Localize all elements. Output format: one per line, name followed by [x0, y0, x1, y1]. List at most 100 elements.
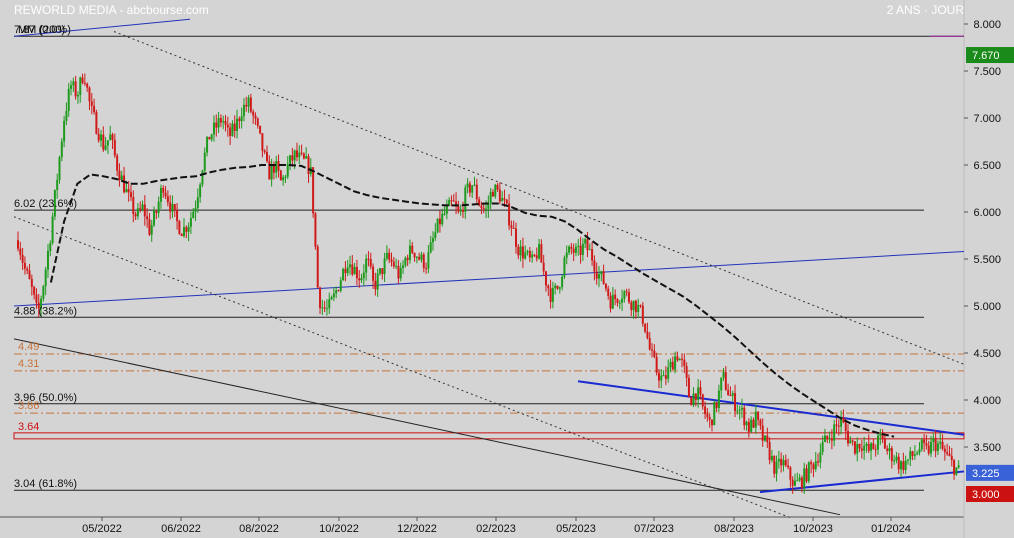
- candle-body: [764, 435, 767, 441]
- candle-body: [155, 211, 158, 213]
- candle-body: [881, 433, 884, 439]
- candle-body: [579, 245, 582, 255]
- candle-body: [480, 205, 483, 209]
- candle-body: [358, 278, 361, 281]
- candle-body: [900, 461, 903, 470]
- candle-body: [17, 240, 19, 249]
- candle-body: [519, 246, 522, 256]
- candle-body: [153, 211, 156, 226]
- candle-body: [872, 443, 875, 450]
- candle-body: [893, 460, 896, 462]
- candle-body: [478, 199, 481, 206]
- candle-body: [618, 302, 621, 304]
- candle-body: [528, 251, 531, 258]
- candle-body: [120, 175, 123, 181]
- candle-body: [821, 442, 824, 452]
- candle-body: [830, 438, 833, 441]
- support-label: 4.49: [18, 341, 39, 353]
- candle-body: [83, 82, 86, 84]
- candle-body: [687, 377, 690, 398]
- candle-body: [611, 294, 614, 309]
- candle-body: [950, 455, 953, 461]
- candle-body: [505, 199, 508, 204]
- candle-body: [708, 416, 711, 420]
- candle-body: [286, 163, 289, 177]
- candle-body: [510, 225, 513, 229]
- candle-body: [807, 462, 810, 482]
- candle-body: [485, 208, 488, 210]
- candle-body: [279, 170, 282, 181]
- candle-body: [162, 187, 165, 193]
- candle-body: [222, 120, 225, 123]
- candle-body: [397, 265, 400, 279]
- y-tick-label: 6.500: [973, 160, 1001, 172]
- candle-body: [388, 252, 391, 260]
- candle-body: [247, 97, 250, 107]
- chart-period: 2 ANS · JOUR: [887, 3, 965, 17]
- candle-body: [743, 407, 746, 426]
- ma-label: MM (200): [18, 24, 65, 36]
- candle-body: [720, 377, 723, 391]
- candle-body: [268, 161, 271, 180]
- candle-body: [102, 134, 105, 150]
- candle-body: [378, 268, 381, 274]
- candle-body: [627, 292, 630, 303]
- candle-body: [731, 393, 734, 396]
- candle-body: [538, 244, 541, 259]
- candle-body: [644, 323, 647, 332]
- candle-body: [600, 271, 603, 275]
- candle-body: [697, 387, 700, 400]
- candle-body: [277, 161, 280, 171]
- candle-body: [551, 288, 554, 302]
- candle-body: [116, 155, 119, 171]
- candle-body: [683, 359, 686, 366]
- candle-body: [438, 218, 441, 225]
- candle-body: [637, 305, 640, 313]
- candle-body: [757, 411, 760, 420]
- candle-body: [524, 252, 527, 259]
- candle-body: [773, 456, 776, 474]
- candle-body: [74, 81, 77, 97]
- candle-body: [770, 456, 773, 461]
- candle-body: [897, 456, 900, 470]
- moving-average-line: [49, 164, 895, 438]
- candle-body: [270, 164, 273, 180]
- candle-body: [701, 394, 704, 407]
- fib-label: 3.96 (50.0%): [14, 392, 77, 404]
- candle-body: [217, 118, 220, 128]
- candle-body: [291, 155, 294, 161]
- candle-body: [823, 435, 826, 443]
- trend-line: [113, 31, 965, 365]
- candle-body: [23, 262, 26, 269]
- candle-body: [434, 232, 437, 239]
- candle-body: [810, 462, 813, 465]
- candle-body: [817, 461, 820, 463]
- candle-body: [240, 116, 243, 122]
- candle-body: [717, 390, 720, 409]
- candle-body: [88, 87, 91, 102]
- candle-body: [21, 254, 24, 263]
- candle-body: [685, 365, 688, 378]
- candle-body: [26, 268, 29, 271]
- candle-body: [521, 246, 524, 259]
- candle-body: [517, 246, 520, 256]
- candle-body: [870, 443, 873, 451]
- candle-body: [210, 134, 213, 140]
- candle-body: [787, 465, 790, 468]
- candle-body: [455, 201, 458, 207]
- candle-body: [72, 81, 75, 86]
- candle-body: [150, 225, 153, 235]
- candle-body: [678, 358, 681, 361]
- candle-body: [752, 419, 755, 428]
- candle-body: [740, 407, 743, 410]
- candle-body: [159, 187, 162, 202]
- candle-body: [282, 177, 285, 181]
- x-tick-label: 10/2023: [793, 523, 833, 535]
- candle-body: [212, 122, 215, 135]
- price-badge: [966, 486, 1014, 502]
- candle-body: [328, 299, 331, 309]
- candle-body: [254, 115, 257, 119]
- candle-body: [300, 152, 303, 154]
- candle-body: [595, 271, 598, 279]
- candle-body: [791, 479, 794, 486]
